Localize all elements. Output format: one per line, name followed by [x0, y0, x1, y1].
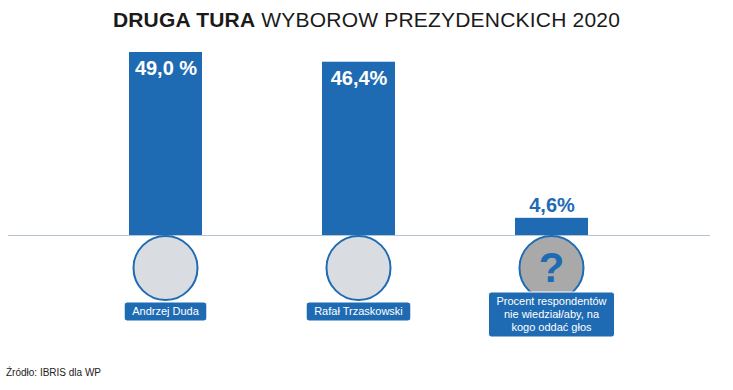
html-text:Źródło: IBRIS dla WP: Źródło: IBRIS dla WP [6, 367, 101, 378]
svg-text:?: ? [539, 244, 565, 291]
svg-text:49,0 %: 49,0 % [135, 57, 197, 79]
svg-text:Rafał Trzaskowski: Rafał Trzaskowski [314, 305, 403, 317]
svg-text:4,6%: 4,6% [529, 194, 575, 216]
svg-text:kogo oddać głos: kogo oddać głos [511, 321, 592, 333]
svg-text:Procent respondentów: Procent respondentów [496, 295, 606, 307]
svg-text:nie wiedział/aby, na: nie wiedział/aby, na [504, 308, 600, 320]
svg-text:46,4%: 46,4% [331, 67, 388, 89]
svg-text:Andrzej Duda: Andrzej Duda [132, 305, 200, 317]
html-text:DRUGA TURA WYBOROW PREZYDENCKI: DRUGA TURA WYBOROW PREZYDENCKICH 2020 [112, 8, 621, 31]
